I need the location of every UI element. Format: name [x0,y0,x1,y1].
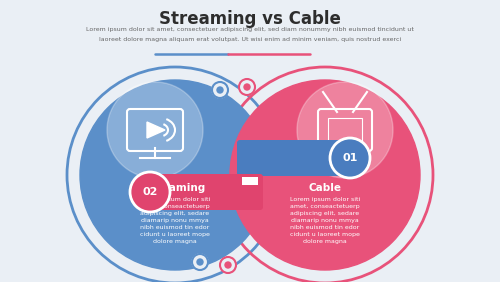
Text: 02: 02 [142,187,158,197]
Circle shape [212,82,228,98]
Text: Lorem ipsum dolor siti
amet, conseactetuerp
adipiscing elit, sedare
diamarip non: Lorem ipsum dolor siti amet, conseactetu… [290,197,360,244]
Circle shape [297,82,393,178]
Circle shape [220,257,236,273]
Circle shape [239,79,255,95]
Text: Lorem ipsum dolor sit amet, consectetuer adipiscing elit, sed diam nonummy nibh : Lorem ipsum dolor sit amet, consectetuer… [86,27,414,32]
FancyBboxPatch shape [137,174,263,210]
Text: 01: 01 [342,153,357,163]
Text: Lorem ipsum dolor siti
amet, conseactetuerp
adipiscing elit, sedare
diamarip non: Lorem ipsum dolor siti amet, conseactetu… [140,197,210,244]
Circle shape [217,87,223,93]
Text: laoreet dolore magna aliquam erat volutpat. Ut wisi enim ad minim veniam, quis n: laoreet dolore magna aliquam erat volutp… [99,37,401,42]
Circle shape [80,80,270,270]
Circle shape [244,84,250,90]
Circle shape [107,82,203,178]
Polygon shape [147,122,165,138]
Circle shape [130,172,170,212]
Text: Cable: Cable [308,183,342,193]
Circle shape [330,138,370,178]
FancyBboxPatch shape [242,177,258,185]
Circle shape [197,259,203,265]
Text: Streaming vs Cable: Streaming vs Cable [159,10,341,28]
Circle shape [192,254,208,270]
FancyBboxPatch shape [237,140,353,176]
Circle shape [230,80,420,270]
Text: Streaming: Streaming [144,183,206,193]
Circle shape [225,262,231,268]
